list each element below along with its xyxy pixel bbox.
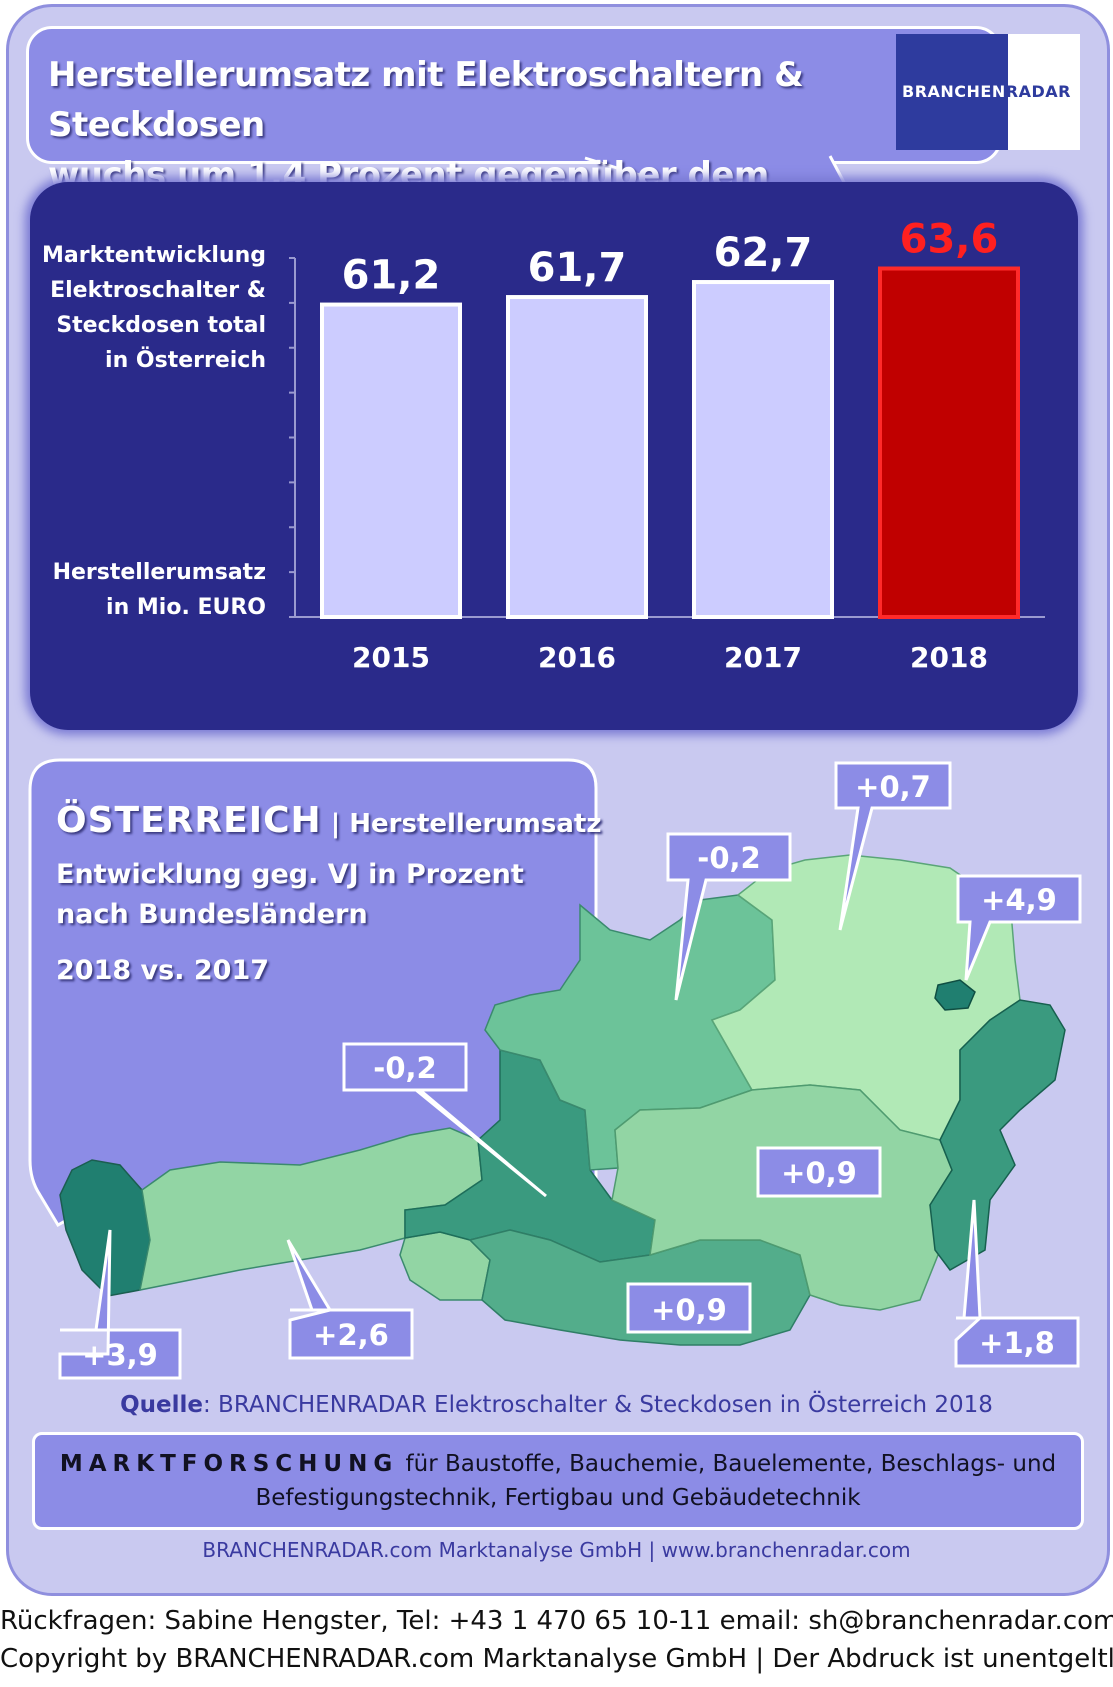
callout-bubble-kaernten [626,1282,752,1334]
research-line-1-text: für Baustoffe, Bauchemie, Bauelemente, B… [398,1451,1057,1477]
callout-bubble-wien [956,874,1082,981]
bar-value-label-2018: 63,6 [900,217,999,263]
region-value-vbg: +3,9 [82,1338,158,1372]
region-value-tirol: +2,6 [313,1318,389,1352]
bar-2018 [878,266,1020,619]
callout-bubble-noe [834,761,952,931]
bar-chart: 61,2 2015 61,7 2016 62,7 2017 63,6 2018 [289,217,1045,674]
research-title: MARKTFORSCHUNG [59,1451,399,1477]
region-value-stmk: +0,9 [781,1156,857,1190]
x-tick-label-2015: 2015 [352,641,430,674]
logo-part-1: BRANCHEN [902,82,1006,101]
logo-text: BRANCHENRADAR [902,82,1071,101]
source-prefix: Quelle [120,1392,203,1418]
map-heading: ÖSTERREICH | Herstellerumsatz [56,800,601,841]
map-heading-subject: Herstellerumsatz [349,809,602,839]
y-axis-label: Herstellerumsatz in Mio. EURO [30,555,266,625]
brand-logo: BRANCHENRADAR [896,34,1080,150]
copyright-line: Copyright by BRANCHENRADAR.com Marktanal… [0,1644,1113,1674]
x-tick-label-2016: 2016 [538,641,616,674]
research-box: MARKTFORSCHUNG für Baustoffe, Bauchemie,… [32,1432,1084,1530]
callout-bubble-vbg [58,1229,182,1380]
bar-2015 [320,302,462,619]
region-burgenland [929,999,1066,1271]
chart-description: Marktentwicklung Elektroschalter & Steck… [30,238,266,378]
bar-value-label-2017: 62,7 [714,230,813,276]
y-axis-label-line: Herstellerumsatz [52,560,266,585]
chart-description-line: in Österreich [105,348,266,373]
map-heading-separator: | [321,809,350,839]
region-value-bgld: +1,8 [979,1326,1055,1360]
region-wien [934,979,976,1011]
bar-2016 [506,295,648,619]
x-tick-label-2018: 2018 [910,641,988,674]
logo-part-2: RADAR [1005,82,1071,101]
x-tick-label-2017: 2017 [724,641,802,674]
source-text: : BRANCHENRADAR Elektroschalter & Steckd… [203,1392,993,1418]
title-line-1: Herstellerumsatz mit Elektroschaltern & … [48,55,804,145]
contact-line: Rückfragen: Sabine Hengster, Tel: +43 1 … [0,1606,1113,1636]
chart-description-line: Steckdosen total [56,313,266,338]
bar-value-label-2015: 61,2 [342,253,441,299]
callout-bubble-salzburg [342,1042,547,1198]
research-line-2: Befestigungstechnik, Fertigbau und Gebäu… [255,1485,861,1511]
region-value-noe: +0,7 [855,770,931,804]
chart-description-line: Marktentwicklung [42,243,266,268]
chart-description-line: Elektroschalter & [50,278,266,303]
region-value-salzburg: -0,2 [373,1051,436,1085]
research-line-1: MARKTFORSCHUNG für Baustoffe, Bauchemie,… [35,1447,1081,1481]
source-line: Quelle: BRANCHENRADAR Elektroschalter & … [0,1392,1113,1418]
callout-bubble-ooe [666,832,792,1001]
bar-value-label-2016: 61,7 [528,245,627,291]
region-value-kaernten: +0,9 [651,1293,727,1327]
region-value-wien: +4,9 [981,883,1057,917]
map-subheading-2: nach Bundesländern [56,899,368,930]
austria-map: +0,7 -0,2 +4,9 -0,2 +0,9 +3,9 +2,6 +0,9 … [28,758,1082,1380]
logo-box [896,34,1008,150]
map-heading-bubble [28,758,598,1228]
company-line: BRANCHENRADAR.com Marktanalyse GmbH | ww… [202,1538,911,1562]
map-period: 2018 vs. 2017 [56,955,270,986]
bar-2017 [692,280,834,619]
map-heading-country: ÖSTERREICH [56,800,322,841]
title-bubble [26,26,1002,164]
callout-bubble-tirol [286,1239,414,1360]
region-value-ooe: -0,2 [697,841,760,875]
callout-bubble-stmk [756,1146,882,1198]
y-axis-label-line: in Mio. EURO [106,595,266,620]
map-subheading-1: Entwicklung geg. VJ in Prozent [56,859,524,890]
callout-bubble-bgld [954,1199,1080,1368]
